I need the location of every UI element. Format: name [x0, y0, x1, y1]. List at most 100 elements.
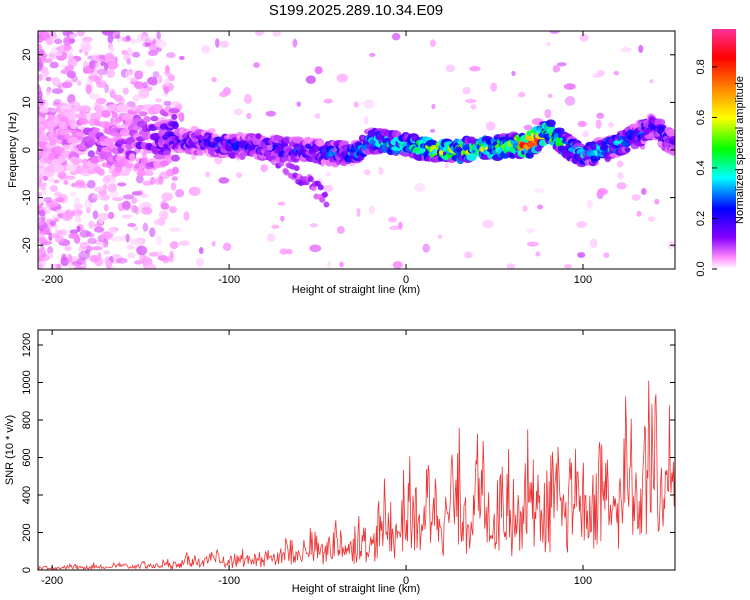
heatmap-noise-cell: [74, 216, 82, 223]
heatmap-ridge-cell: [171, 113, 178, 120]
heatmap-noise-cell: [73, 181, 85, 189]
heatmap-ridge-cell: [46, 164, 55, 172]
heatmap-noise-cell: [597, 69, 606, 77]
heatmap-noise-cell: [140, 150, 147, 156]
heatmap-ridge-cell: [49, 138, 57, 146]
heatmap-noise-cell: [586, 199, 593, 209]
heatmap-noise-cell: [45, 88, 51, 96]
heatmap-noise-cell: [103, 204, 109, 212]
heatmap-noise-cell: [111, 196, 124, 202]
heatmap-noise-cell: [122, 194, 135, 200]
heatmap-noise-cell: [260, 164, 268, 173]
heatmap-noise-cell: [309, 244, 322, 253]
heatmap-noise-cell: [49, 185, 58, 193]
heatmap-ridge-cell: [128, 153, 136, 162]
heatmap-noise-cell: [54, 227, 59, 236]
heatmap-branch-cell: [280, 156, 287, 163]
heatmap-noise-cell: [99, 193, 111, 201]
heatmap-noise-cell: [544, 109, 552, 119]
heatmap-noise-cell: [126, 101, 136, 108]
heatmap-ridge-cell: [62, 144, 71, 150]
heatmap-noise-cell: [364, 115, 369, 125]
heatmap-noise-cell: [339, 261, 344, 268]
heatmap-noise-cell: [161, 192, 174, 202]
heatmap-noise-cell: [517, 91, 526, 98]
heatmap-noise-cell: [363, 99, 375, 109]
heatmap-branch-cell: [271, 159, 278, 166]
heatmap-noise-cell: [556, 62, 567, 67]
heatmap-branch-cell: [317, 184, 324, 191]
heatmap-noise-cell: [54, 197, 65, 203]
heatmap-noise-cell: [78, 48, 83, 54]
heatmap-noise-cell: [86, 245, 94, 252]
heatmap-noise-cell: [61, 44, 72, 52]
heatmap-noise-cell: [169, 227, 181, 232]
heatmap-noise-cell: [158, 74, 163, 84]
snr-y-tick-label: 1200: [21, 333, 33, 357]
heatmap-noise-cell: [144, 58, 156, 67]
heatmap-noise-cell: [564, 96, 576, 106]
heatmap-noise-cell: [254, 31, 264, 37]
heatmap-branch-cell: [255, 133, 262, 140]
heatmap-noise-cell: [92, 210, 99, 220]
heatmap-ridge-cell: [172, 121, 179, 130]
heatmap-noise-cell: [389, 225, 400, 231]
snr-x-tick-label: 100: [574, 575, 592, 587]
heatmap-noise-cell: [171, 101, 180, 107]
heatmap-ridge-cell: [75, 113, 88, 119]
heatmap-noise-cell: [60, 256, 69, 267]
heatmap-noise-cell: [272, 31, 282, 37]
heatmap-ridge-cell: [39, 107, 49, 114]
heatmap-ridge-cell: [125, 162, 135, 169]
heatmap-noise-cell: [156, 31, 161, 40]
heatmap-noise-cell: [64, 245, 72, 252]
heatmap-noise-cell: [69, 192, 77, 197]
heatmap-noise-cell: [219, 91, 229, 98]
heatmap-noise-cell: [109, 176, 117, 185]
heatmap-noise-cell: [109, 46, 115, 54]
heatmap-noise-cell: [81, 36, 93, 43]
heatmap-noise-cell: [429, 39, 436, 47]
heatmap-noise-cell: [152, 71, 160, 79]
heatmap-noise-cell: [61, 81, 73, 89]
heatmap-noise-cell: [563, 83, 576, 90]
heatmap-noise-cell: [126, 58, 132, 65]
heatmap-noise-cell: [106, 69, 116, 78]
heatmap-noise-cell: [470, 104, 477, 110]
heatmap-noise-cell: [431, 103, 436, 110]
heatmap-branch-cell: [265, 151, 272, 158]
heatmap-ridge-cell: [122, 104, 130, 113]
heatmap-noise-cell: [603, 252, 610, 259]
heatmap-noise-cell: [526, 241, 539, 247]
heatmap-ridge-cell: [316, 139, 325, 147]
heatmap-noise-cell: [511, 70, 516, 76]
heatmap-ridge-cell: [138, 111, 148, 117]
heatmap-noise-cell: [391, 32, 401, 41]
spectrogram-x-tick-label: 100: [574, 274, 592, 286]
heatmap-branch-cell: [252, 139, 259, 146]
heatmap-branch-cell: [293, 165, 300, 172]
heatmap-ridge-cell: [153, 153, 166, 160]
heatmap-ridge-cell: [162, 150, 171, 156]
heatmap-noise-cell: [326, 261, 332, 268]
heatmap-noise-cell: [132, 51, 141, 58]
heatmap-noise-cell: [163, 86, 169, 95]
heatmap-ridge-cell: [142, 134, 150, 141]
heatmap-noise-cell: [445, 64, 456, 73]
heatmap-noise-cell: [125, 233, 130, 243]
snr-x-tick-label: -200: [41, 575, 63, 587]
heatmap-noise-cell: [576, 221, 587, 229]
heatmap-noise-cell: [485, 121, 496, 131]
heatmap-noise-cell: [145, 264, 156, 269]
heatmap-branch-cell: [273, 147, 280, 154]
heatmap-noise-cell: [68, 33, 76, 39]
heatmap-noise-cell: [322, 184, 334, 193]
heatmap-noise-cell: [51, 76, 61, 87]
heatmap-noise-cell: [38, 221, 45, 226]
heatmap-noise-cell: [38, 199, 43, 205]
heatmap-noise-cell: [414, 182, 426, 192]
heatmap-noise-cell: [296, 101, 302, 107]
heatmap-ridge-cell: [93, 104, 104, 112]
heatmap-noise-cell: [169, 241, 179, 250]
